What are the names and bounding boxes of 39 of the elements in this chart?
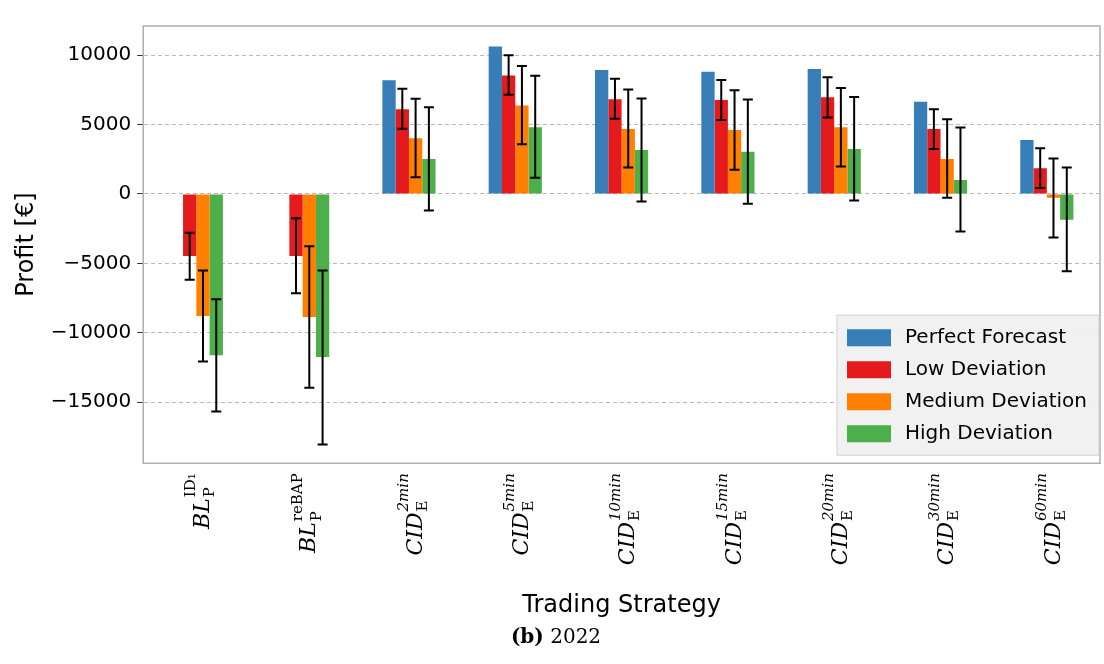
x-tick-label: CIDE30min (925, 473, 963, 566)
bar (714, 99, 728, 194)
x-tick-label: CIDE10min (606, 473, 644, 566)
x-axis-title: Trading Strategy (521, 589, 721, 618)
bar (595, 70, 609, 194)
bar (515, 105, 529, 194)
x-tick-label: CIDE20min (819, 473, 857, 566)
x-tick-label: CIDE2min (393, 473, 431, 556)
x-tick-label: CIDE5min (500, 473, 538, 556)
x-tick-label: BLPID₁ (181, 473, 219, 530)
bar (209, 194, 223, 356)
y-tick-label: −10000 (50, 318, 132, 343)
y-tick-label: −15000 (50, 388, 132, 413)
x-tick-label: CIDE15min (712, 473, 750, 566)
bar (608, 99, 622, 194)
y-axis-title: Profit [€] (10, 192, 39, 297)
bar (913, 101, 928, 194)
legend-label: Low Deviation (905, 356, 1047, 381)
legend-label: Medium Deviation (905, 388, 1088, 413)
bar (488, 46, 502, 194)
bar (395, 109, 409, 194)
legend-label: High Deviation (905, 420, 1054, 445)
y-tick-label: 5000 (80, 110, 132, 135)
text: (b) 2022 (510, 624, 602, 648)
x-tick-label: BLPreBAP (287, 473, 325, 554)
bar (1020, 139, 1034, 194)
bar (927, 129, 941, 194)
y-tick-label: 0 (118, 180, 132, 205)
bar (382, 80, 396, 194)
bar (501, 75, 516, 194)
bar (820, 97, 835, 194)
legend-label: Perfect Forecast (905, 324, 1067, 349)
bar (196, 194, 210, 317)
bar (701, 71, 715, 194)
bar (183, 194, 197, 257)
x-tick-label: CIDE60min (1031, 473, 1069, 566)
y-tick-label: −5000 (63, 249, 132, 274)
bar (807, 69, 821, 194)
y-tick-label: 10000 (67, 41, 132, 66)
